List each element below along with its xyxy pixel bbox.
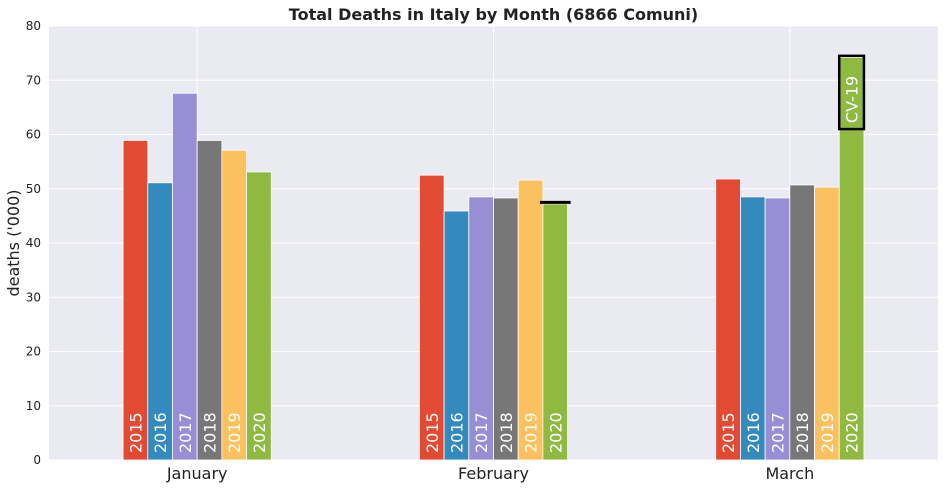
bar [542,203,569,461]
bar [789,184,815,461]
bar [246,171,272,461]
bar-year-label: 2018 [201,412,220,453]
bar-year-label: 2016 [151,412,170,453]
bar-year-label: 2018 [497,412,516,453]
y-tick-label: 40 [26,236,41,250]
bar [221,149,247,461]
x-tick-label: January [166,464,228,483]
bar-year-label: 2019 [225,412,244,453]
bar [196,140,223,461]
chart-title: Total Deaths in Italy by Month (6866 Com… [289,5,698,24]
y-tick-label: 0 [33,453,41,467]
bar-year-label: 2016 [744,412,763,453]
x-tick-label: March [765,464,814,483]
bar [172,92,198,461]
y-tick-label: 70 [26,73,41,87]
bar-year-label: 2015 [423,412,442,453]
x-ticks: January February March [166,464,814,483]
bar [147,182,173,461]
bar-year-label: 2020 [250,412,269,453]
bar [764,197,791,461]
bar [838,57,865,461]
bar-year-label: 2017 [768,412,787,453]
bar-year-label: 2017 [472,412,491,453]
bar [443,210,470,461]
bar [715,178,741,461]
bar-year-label: 2020 [546,412,565,453]
bar-year-label: 2019 [818,412,837,453]
bar-year-label: 2015 [719,412,738,453]
bar-labels: 2015 2015 2015 2016 2016 2016 2017 2017 2017 2018… [126,412,861,453]
annotations: CV-19 [539,54,866,204]
bars [122,57,865,461]
y-tick-label: 10 [26,399,41,413]
y-tick-label: 60 [26,128,41,142]
y-tick-label: 30 [26,290,41,304]
annotation-box [837,54,866,131]
y-tick-label: 50 [26,182,41,196]
bar-year-label: 2019 [522,412,541,453]
bar-year-label: 2017 [176,412,195,453]
bar [122,140,149,461]
y-axis-label: deaths ('000) [4,189,23,296]
bar [493,197,519,461]
bar-year-label: 2016 [447,412,466,453]
bar-year-label: 2018 [793,412,812,453]
y-tick-label: 20 [26,345,41,359]
annotation-label: CV-19 [843,76,862,123]
y-ticks: 0 10 20 30 40 50 60 70 80 [26,19,41,467]
bar [740,196,766,461]
bar [517,179,544,461]
bar-year-label: 2020 [843,412,862,453]
bar [468,196,494,461]
y-tick-label: 80 [26,19,41,33]
bar [814,186,840,461]
bar-year-label: 2015 [126,412,145,453]
x-tick-label: February [458,464,529,483]
